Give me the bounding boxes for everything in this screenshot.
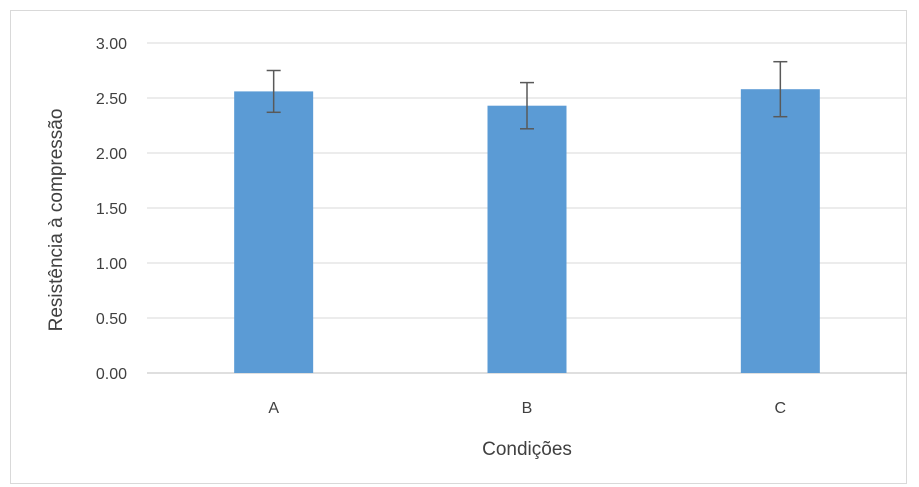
error-bars <box>266 60 788 130</box>
y-tick-label: 0.00 <box>96 366 127 383</box>
x-category-label: A <box>268 400 279 417</box>
y-axis-title: Resistência à compressão <box>46 109 67 332</box>
error-bar-b <box>520 81 534 130</box>
bars <box>234 89 820 374</box>
y-axis-ticks: 0.00 0.50 1.00 1.50 2.00 2.50 3.00 <box>96 36 127 383</box>
x-category-label: C <box>775 400 787 417</box>
y-tick-label: 1.50 <box>96 201 127 218</box>
bar-c <box>740 89 820 373</box>
y-tick-label: 2.50 <box>96 91 127 108</box>
bar-b <box>487 105 567 373</box>
error-bar-c <box>773 60 788 118</box>
y-tick-label: 1.00 <box>96 256 127 273</box>
y-tick-label: 0.50 <box>96 311 127 328</box>
bar-a <box>234 91 314 374</box>
error-bar-a <box>266 69 281 114</box>
y-tick-label: 2.00 <box>96 146 127 163</box>
x-axis-title: Condições <box>482 439 572 460</box>
y-tick-label: 3.00 <box>96 36 127 53</box>
x-category-label: B <box>522 400 533 417</box>
x-axis-categories: A B C <box>268 400 786 417</box>
